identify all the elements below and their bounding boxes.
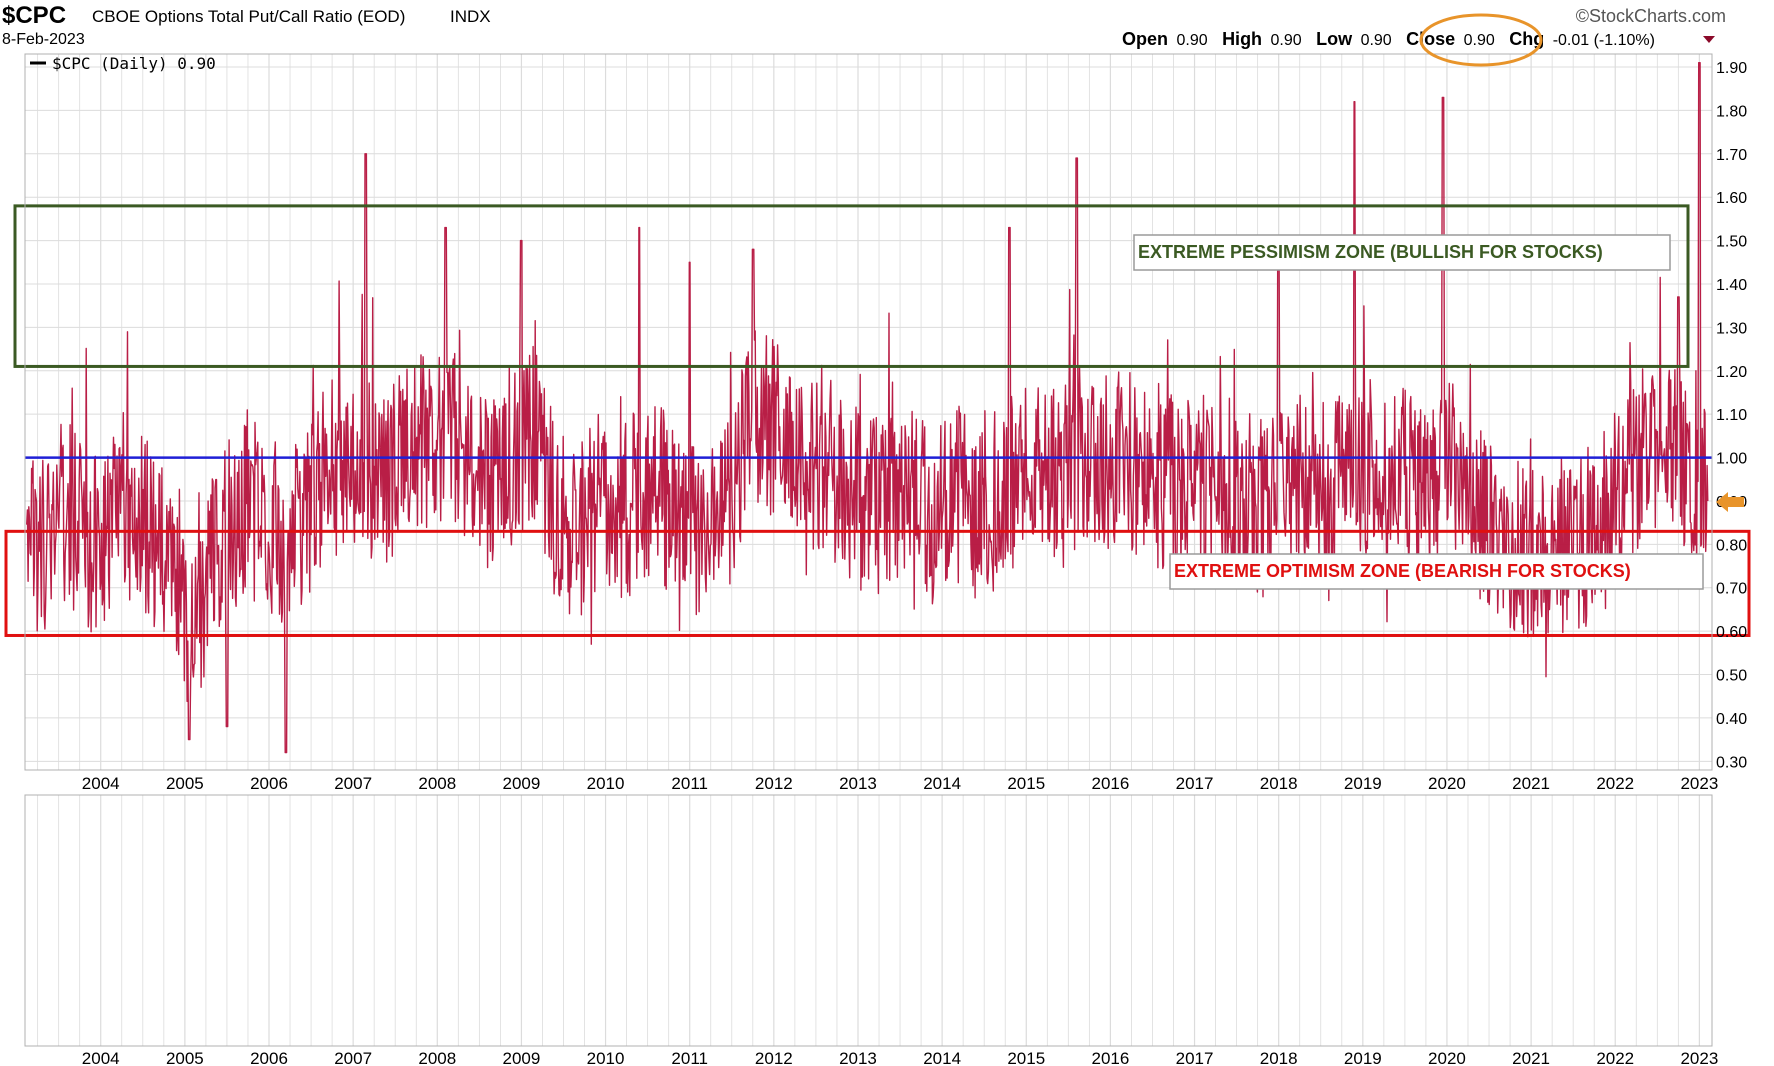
high-label: High	[1222, 29, 1262, 49]
y-tick-label: 1.50	[1716, 234, 1747, 251]
y-tick-label: 0.60	[1716, 624, 1747, 641]
x-tick-label-lower: 2014	[923, 1049, 961, 1066]
x-tick-label-lower: 2010	[587, 1049, 625, 1066]
y-tick-label: 1.20	[1716, 364, 1747, 381]
pessimism-zone-box	[13, 204, 1690, 368]
y-tick-label: 1.80	[1716, 103, 1747, 120]
svg-text:EXTREME PESSIMISM ZONE (BULLIS: EXTREME PESSIMISM ZONE (BULLISH FOR STOC…	[1138, 242, 1603, 262]
y-tick-label: 1.90	[1716, 60, 1747, 77]
x-tick-label: 2020	[1428, 774, 1466, 793]
svg-text:EXTREME OPTIMISM ZONE (BEARISH: EXTREME OPTIMISM ZONE (BEARISH FOR STOCK…	[1174, 561, 1631, 581]
y-tick-label: 1.30	[1716, 320, 1747, 337]
x-tick-label: 2017	[1176, 774, 1214, 793]
series-line-cpc-daily	[26, 62, 1709, 754]
low-label: Low	[1316, 29, 1353, 49]
x-tick-label: 2022	[1596, 774, 1634, 793]
index-name: CBOE Options Total Put/Call Ratio (EOD)	[92, 7, 405, 26]
x-tick-label: 2023	[1680, 774, 1718, 793]
x-tick-label-lower: 2019	[1344, 1049, 1382, 1066]
y-tick-label: 1.00	[1716, 451, 1747, 468]
x-tick-label-lower: 2011	[671, 1049, 708, 1066]
y-tick-label: 1.60	[1716, 190, 1747, 207]
x-tick-label: 2013	[839, 774, 877, 793]
x-tick-label: 2019	[1344, 774, 1382, 793]
close-value: 0.90	[1464, 32, 1495, 49]
main-panel-frame	[24, 53, 1713, 771]
x-tick-label: 2012	[755, 774, 793, 793]
y-tick-label: 0.50	[1716, 668, 1747, 685]
x-tick-label: 2008	[418, 774, 456, 793]
y-tick-label: 1.40	[1716, 277, 1747, 294]
x-tick-label-lower: 2017	[1176, 1049, 1214, 1066]
current-value-arrow-icon	[1716, 492, 1744, 512]
close-highlight-circle	[1419, 13, 1543, 67]
low-value: 0.90	[1361, 32, 1392, 49]
x-tick-label-lower: 2005	[166, 1049, 204, 1066]
x-tick-label: 2021	[1512, 774, 1550, 793]
series-layer	[26, 62, 1709, 754]
brand-logo: ©StockCharts.com	[1576, 6, 1726, 26]
exchange-label: INDX	[450, 7, 491, 26]
close-label: Close	[1406, 29, 1455, 49]
lower-panel-frame	[24, 794, 1713, 1047]
pessimism-zone-label: EXTREME PESSIMISM ZONE (BULLISH FOR STOC…	[1133, 234, 1671, 271]
x-tick-label-lower: 2004	[82, 1049, 120, 1066]
x-tick-label-lower: 2021	[1512, 1049, 1550, 1066]
x-tick-label-lower: 2012	[755, 1049, 793, 1066]
x-tick-label-lower: 2020	[1428, 1049, 1466, 1066]
x-tick-label-lower: 2018	[1260, 1049, 1298, 1066]
y-tick-label: 1.10	[1716, 407, 1747, 424]
chg-down-icon	[1703, 36, 1715, 43]
x-tick-label-lower: 2009	[503, 1049, 541, 1066]
x-tick-label: 2010	[587, 774, 625, 793]
x-tick-label: 2015	[1007, 774, 1045, 793]
x-tick-label-lower: 2016	[1091, 1049, 1129, 1066]
x-tick-label: 2004	[82, 774, 120, 793]
open-value: 0.90	[1176, 32, 1207, 49]
x-tick-label-lower: 2022	[1596, 1049, 1634, 1066]
high-value: 0.90	[1271, 32, 1302, 49]
x-tick-label: 2009	[503, 774, 541, 793]
chg-value: -0.01 (-1.10%)	[1553, 32, 1655, 49]
ohlc-readout: Open 0.90 High 0.90 Low 0.90 Close 0.90 …	[1122, 29, 1655, 49]
legend-entry: $CPC (Daily) 0.90	[52, 54, 216, 73]
chart-date: 8-Feb-2023	[2, 31, 85, 48]
x-tick-label-lower: 2013	[839, 1049, 877, 1066]
open-label: Open	[1122, 29, 1168, 49]
x-tick-label: 2006	[250, 774, 288, 793]
x-tick-label-lower: 2007	[334, 1049, 372, 1066]
optimism-zone-box	[4, 529, 1751, 637]
x-tick-label: 2014	[923, 774, 961, 793]
y-tick-label: 0.30	[1716, 754, 1747, 771]
optimism-zone-label: EXTREME OPTIMISM ZONE (BEARISH FOR STOCK…	[1169, 553, 1704, 590]
y-tick-label: 0.80	[1716, 537, 1747, 554]
x-tick-label: 2011	[671, 774, 708, 793]
y-tick-label: 1.70	[1716, 147, 1747, 164]
x-tick-label: 2018	[1260, 774, 1298, 793]
x-tick-label-lower: 2023	[1680, 1049, 1718, 1066]
x-tick-label-lower: 2006	[250, 1049, 288, 1066]
y-tick-label: 0.40	[1716, 711, 1747, 728]
x-tick-label: 2007	[334, 774, 372, 793]
x-tick-label: 2005	[166, 774, 204, 793]
x-tick-label: 2016	[1091, 774, 1129, 793]
y-tick-label: 0.70	[1716, 581, 1747, 598]
chg-label: Chg	[1509, 29, 1544, 49]
x-tick-label-lower: 2015	[1007, 1049, 1045, 1066]
symbol-title: $CPC	[2, 2, 66, 29]
overlay-layer	[4, 204, 1751, 637]
x-tick-label-lower: 2008	[418, 1049, 456, 1066]
